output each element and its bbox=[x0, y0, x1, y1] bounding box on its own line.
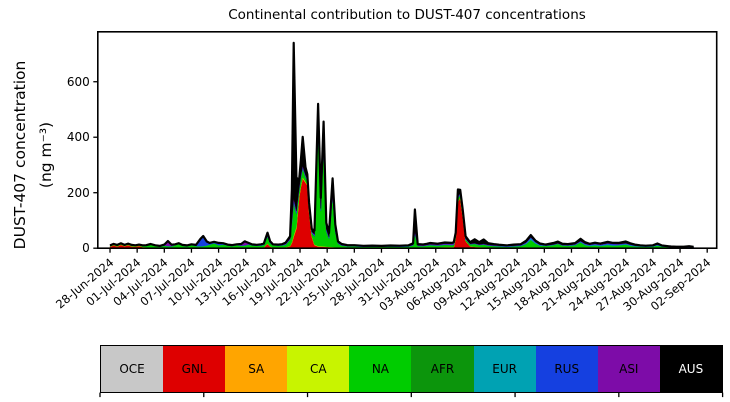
y-tick-label: 200 bbox=[66, 185, 90, 200]
legend-item-asi: ASI bbox=[597, 346, 660, 392]
plot-title: Continental contribution to DUST-407 con… bbox=[228, 7, 586, 23]
legend-item-label: EUR bbox=[492, 362, 517, 376]
legend-item-label: NA bbox=[371, 362, 390, 376]
legend-item-eur: EUR bbox=[473, 346, 536, 392]
legend-item-label: AFR bbox=[430, 362, 455, 376]
legend-item-label: GNL bbox=[181, 362, 207, 376]
area-series-afr bbox=[109, 129, 694, 248]
plot-spines bbox=[97, 30, 718, 249]
area-series-aus bbox=[109, 42, 694, 248]
legend-item-label: CA bbox=[310, 362, 327, 376]
area-series-ca bbox=[109, 176, 694, 249]
legend-item-oce: OCE bbox=[101, 346, 164, 392]
area-series-rus bbox=[109, 127, 694, 248]
y-tick-label: 600 bbox=[66, 74, 90, 89]
y-axis-label-line1: DUST-407 concentration bbox=[11, 60, 29, 250]
legend-item-label: OCE bbox=[119, 362, 145, 376]
legend-item-ca: CA bbox=[287, 346, 350, 392]
area-series-sa bbox=[109, 177, 694, 249]
area-series-asi bbox=[109, 126, 694, 248]
legend-item-rus: RUS bbox=[535, 346, 598, 392]
legend-item-aus: AUS bbox=[659, 346, 722, 392]
stacked-areas bbox=[109, 41, 694, 249]
legend-item-gnl: GNL bbox=[163, 346, 226, 392]
legend-item-label: AUS bbox=[678, 362, 704, 376]
legend-item-afr: AFR bbox=[411, 346, 474, 392]
legend: OCE GNL SA CA NA AFR EUR RUS ASI AUS bbox=[100, 345, 723, 393]
y-tick-label: 400 bbox=[66, 130, 90, 145]
legend-item-sa: SA bbox=[225, 346, 288, 392]
total-outline bbox=[109, 41, 694, 248]
area-series-gnl bbox=[109, 178, 694, 249]
area-series-eur bbox=[109, 129, 694, 248]
legend-item-na: NA bbox=[349, 346, 412, 392]
legend-item-label: SA bbox=[248, 362, 265, 376]
area-series-na bbox=[109, 129, 694, 249]
y-tick-label: 0 bbox=[82, 241, 90, 256]
legend-item-label: ASI bbox=[619, 362, 639, 376]
legend-item-label: RUS bbox=[554, 362, 580, 376]
